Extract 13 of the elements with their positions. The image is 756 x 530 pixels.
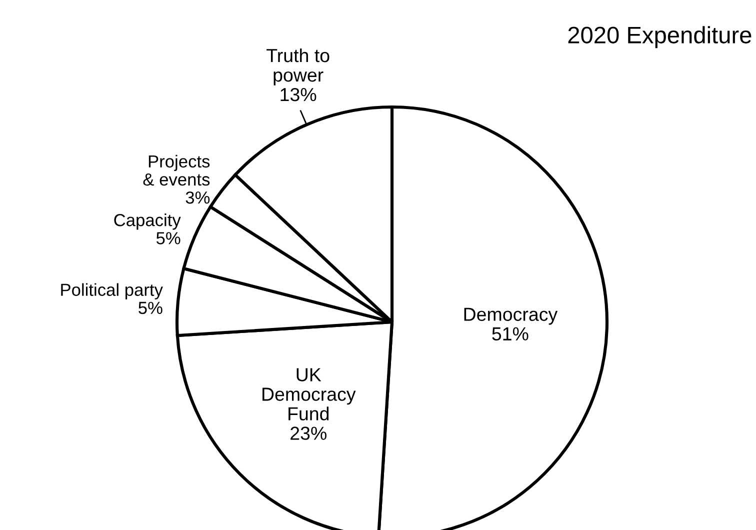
data-label: 51%: [492, 327, 528, 341]
data-label: 5%: [156, 232, 180, 244]
text: 2020 Expenditure: [568, 26, 752, 48]
slice-label: UK Democracy Fund: [262, 368, 356, 420]
data-label: 23%: [290, 426, 326, 440]
slice-label: Projects & events: [143, 154, 210, 186]
slice-label: Political party: [61, 283, 163, 300]
slice-label: Truth to power: [266, 48, 330, 86]
data-label: 3%: [186, 191, 210, 204]
slice-label: Democracy: [464, 308, 558, 325]
data-label: 13%: [280, 88, 316, 102]
data-label: 5%: [138, 302, 162, 314]
slice-label: Capacity: [114, 214, 181, 230]
